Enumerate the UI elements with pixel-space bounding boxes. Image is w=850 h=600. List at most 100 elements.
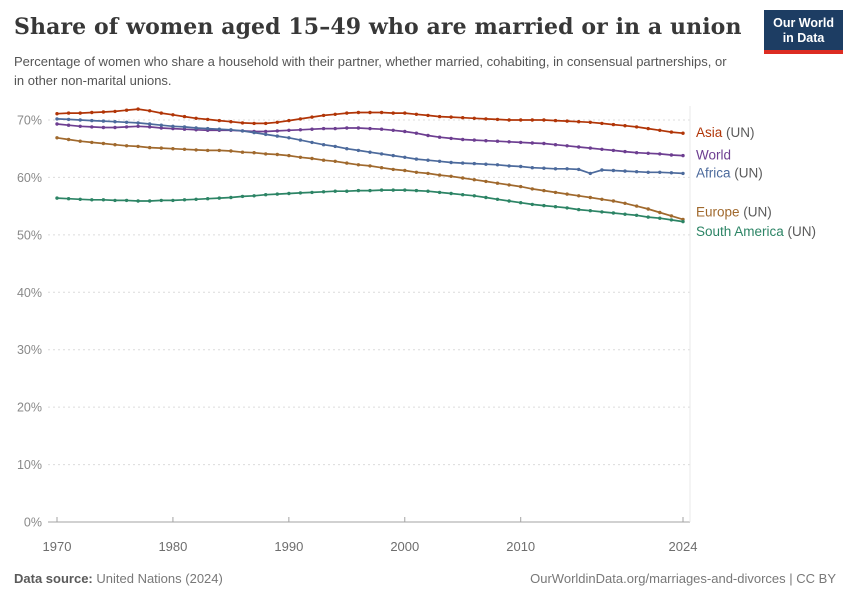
data-point-south-america[interactable]	[345, 189, 349, 193]
data-point-europe[interactable]	[553, 190, 558, 195]
data-point-asia[interactable]	[588, 120, 592, 125]
data-point-south-america[interactable]	[565, 206, 569, 210]
data-point-europe[interactable]	[658, 210, 662, 215]
data-point-asia[interactable]	[275, 120, 279, 125]
data-point-europe[interactable]	[345, 161, 349, 165]
data-point-south-america[interactable]	[681, 219, 685, 224]
data-point-africa[interactable]	[217, 127, 221, 131]
data-point-europe[interactable]	[124, 144, 129, 148]
data-point-africa[interactable]	[472, 161, 476, 166]
data-point-asia[interactable]	[658, 128, 662, 132]
data-point-south-america[interactable]	[356, 188, 361, 193]
data-point-asia[interactable]	[669, 130, 674, 134]
data-point-africa[interactable]	[623, 169, 627, 173]
data-point-africa[interactable]	[171, 124, 175, 128]
data-point-asia[interactable]	[356, 110, 361, 115]
data-point-asia[interactable]	[623, 124, 627, 128]
data-point-europe[interactable]	[588, 195, 592, 200]
data-point-africa[interactable]	[298, 138, 303, 142]
data-point-asia[interactable]	[136, 107, 140, 111]
legend-label-world[interactable]: World	[696, 148, 731, 163]
data-point-south-america[interactable]	[519, 201, 523, 205]
data-point-asia[interactable]	[472, 116, 476, 121]
data-point-world[interactable]	[681, 153, 685, 158]
data-point-europe[interactable]	[437, 173, 442, 177]
data-point-asia[interactable]	[437, 114, 442, 119]
data-point-africa[interactable]	[113, 120, 117, 124]
data-point-africa[interactable]	[588, 171, 592, 176]
data-point-asia[interactable]	[229, 120, 233, 124]
data-point-europe[interactable]	[298, 155, 303, 159]
data-point-south-america[interactable]	[507, 199, 511, 203]
data-point-world[interactable]	[113, 125, 117, 130]
data-point-europe[interactable]	[275, 152, 279, 157]
legend-label-asia[interactable]: Asia (UN)	[696, 125, 755, 140]
data-point-world[interactable]	[623, 149, 627, 154]
data-point-south-america[interactable]	[264, 193, 268, 197]
data-point-south-america[interactable]	[159, 198, 163, 203]
data-point-africa[interactable]	[461, 161, 465, 165]
data-point-asia[interactable]	[55, 112, 59, 116]
data-point-asia[interactable]	[159, 111, 163, 115]
data-point-south-america[interactable]	[368, 188, 372, 193]
data-point-world[interactable]	[264, 129, 268, 134]
data-point-south-america[interactable]	[310, 190, 314, 195]
data-point-africa[interactable]	[124, 120, 129, 125]
data-point-europe[interactable]	[577, 194, 581, 198]
data-point-world[interactable]	[90, 125, 94, 129]
data-point-south-america[interactable]	[449, 191, 453, 196]
data-point-africa[interactable]	[484, 162, 488, 166]
data-point-world[interactable]	[495, 139, 500, 143]
data-point-europe[interactable]	[634, 204, 639, 208]
data-point-africa[interactable]	[206, 126, 210, 131]
data-point-africa[interactable]	[287, 136, 291, 140]
data-point-south-america[interactable]	[182, 198, 187, 202]
data-point-south-america[interactable]	[333, 189, 337, 193]
data-point-south-america[interactable]	[321, 190, 326, 194]
data-point-europe[interactable]	[391, 167, 395, 172]
data-point-africa[interactable]	[333, 144, 337, 149]
data-point-africa[interactable]	[78, 118, 82, 122]
data-point-south-america[interactable]	[669, 218, 674, 222]
data-point-world[interactable]	[391, 128, 395, 132]
data-point-africa[interactable]	[321, 143, 326, 147]
data-point-europe[interactable]	[484, 179, 488, 184]
data-point-south-america[interactable]	[472, 194, 476, 198]
data-point-europe[interactable]	[600, 197, 604, 201]
data-point-south-america[interactable]	[194, 197, 198, 201]
data-point-south-america[interactable]	[136, 199, 140, 203]
data-point-asia[interactable]	[252, 121, 256, 126]
data-point-europe[interactable]	[206, 148, 210, 153]
data-point-europe[interactable]	[148, 145, 152, 150]
data-point-africa[interactable]	[449, 160, 453, 165]
data-point-europe[interactable]	[519, 184, 523, 189]
data-point-world[interactable]	[333, 126, 337, 131]
data-point-south-america[interactable]	[298, 191, 303, 195]
data-point-europe[interactable]	[669, 214, 674, 218]
data-point-asia[interactable]	[461, 116, 465, 120]
data-point-europe[interactable]	[530, 187, 534, 191]
data-point-europe[interactable]	[217, 148, 221, 153]
data-point-world[interactable]	[310, 127, 314, 131]
data-point-europe[interactable]	[90, 140, 94, 145]
data-point-africa[interactable]	[600, 168, 604, 172]
data-point-south-america[interactable]	[206, 197, 210, 201]
data-point-europe[interactable]	[507, 183, 511, 187]
data-point-south-america[interactable]	[391, 188, 395, 192]
data-point-asia[interactable]	[298, 117, 303, 121]
data-point-africa[interactable]	[565, 167, 569, 171]
data-point-africa[interactable]	[229, 128, 233, 132]
data-point-world[interactable]	[124, 125, 129, 129]
data-point-europe[interactable]	[182, 147, 187, 151]
data-point-asia[interactable]	[565, 119, 569, 123]
data-point-world[interactable]	[66, 123, 71, 127]
data-point-asia[interactable]	[240, 121, 245, 125]
data-point-south-america[interactable]	[646, 215, 650, 219]
data-point-europe[interactable]	[414, 170, 419, 174]
data-point-asia[interactable]	[600, 121, 604, 126]
data-point-europe[interactable]	[264, 152, 268, 156]
data-point-world[interactable]	[519, 140, 523, 145]
data-point-world[interactable]	[159, 126, 163, 130]
data-point-asia[interactable]	[646, 126, 650, 131]
data-point-world[interactable]	[275, 129, 279, 133]
